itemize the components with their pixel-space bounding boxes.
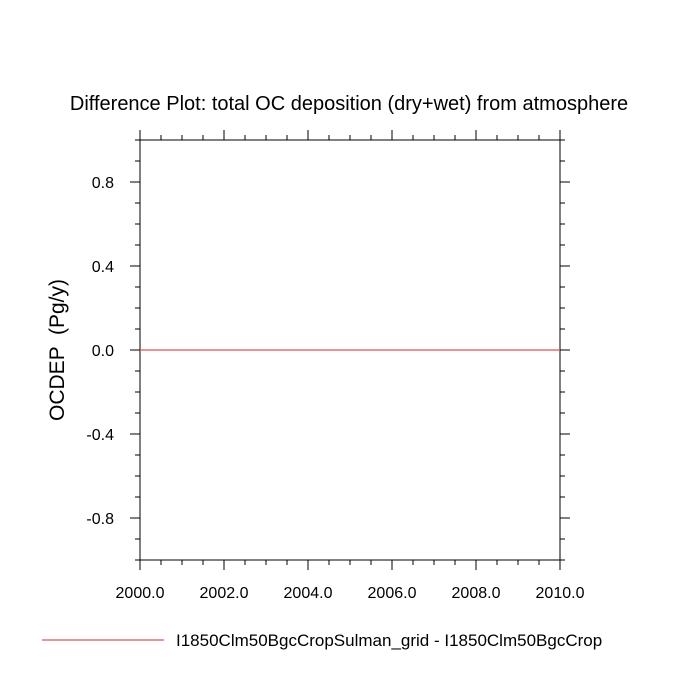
y-axis-label: OCDEP (Pg/y): [46, 279, 69, 421]
legend-label: I1850Clm50BgcCropSulman_grid - I1850Clm5…: [176, 631, 602, 650]
x-tick-label: 2010.0: [536, 585, 585, 602]
x-tick-label: 2008.0: [452, 585, 501, 602]
y-tick-label: 0.0: [92, 343, 114, 360]
y-tick-label: 0.4: [92, 259, 114, 276]
chart-title: Difference Plot: total OC deposition (dr…: [70, 93, 628, 115]
x-tick-label: 2002.0: [200, 585, 249, 602]
y-tick-label: -0.8: [86, 511, 114, 528]
legend: I1850Clm50BgcCropSulman_grid - I1850Clm5…: [42, 631, 602, 650]
tick-marks: [130, 130, 570, 570]
y-tick-label: 0.8: [92, 175, 114, 192]
y-tick-labels: 0.8 0.4 0.0 -0.4 -0.8: [86, 175, 114, 528]
y-tick-label: -0.4: [86, 427, 114, 444]
x-tick-label: 2004.0: [284, 585, 333, 602]
x-tick-labels: 2000.0 2002.0 2004.0 2006.0 2008.0 2010.0: [116, 585, 585, 602]
x-tick-label: 2006.0: [368, 585, 417, 602]
x-tick-label: 2000.0: [116, 585, 165, 602]
